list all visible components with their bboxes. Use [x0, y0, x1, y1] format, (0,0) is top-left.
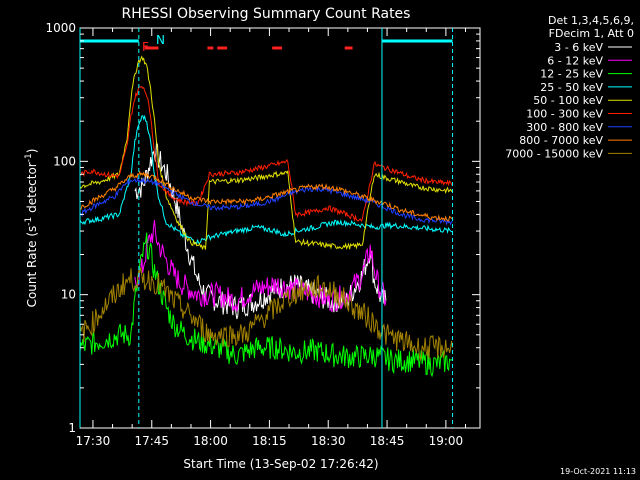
legend-entry: 7000 - 15000 keV [505, 147, 603, 160]
series-layer [79, 55, 453, 378]
y-axis-label-sup2: -1 [24, 153, 34, 162]
y-tick-label: 1 [68, 421, 76, 435]
legend-entry: 100 - 300 keV [526, 108, 603, 121]
legend-entry: 25 - 50 keV [540, 81, 603, 94]
series-line-7 [79, 176, 453, 226]
legend-header: FDecim 1, Att 0 [549, 27, 634, 40]
series-line-8 [79, 170, 453, 222]
legend-header: Det 1,3,4,5,6,9, [548, 14, 634, 27]
x-tick-label: 18:15 [252, 434, 287, 448]
flare-flag: F [142, 40, 149, 54]
y-axis: 1 10 100 1000 [45, 21, 480, 435]
legend-entry: 300 - 800 keV [526, 121, 603, 134]
series-line-9 [79, 267, 453, 362]
series-line-4 [79, 114, 453, 245]
series-line-6 [79, 85, 453, 222]
x-tick-label: 18:30 [311, 434, 346, 448]
series-line-5 [79, 55, 453, 251]
legend-entry: 6 - 12 keV [547, 54, 603, 67]
legend: Det 1,3,4,5,6,9,FDecim 1, Att 03 - 6 keV… [505, 14, 634, 160]
night-flag: N [156, 33, 165, 47]
x-tick-label: 18:45 [370, 434, 405, 448]
x-tick-label: 17:45 [134, 434, 169, 448]
x-axis-label: Start Time (13-Sep-02 17:26:42) [183, 457, 378, 471]
x-tick-label: 18:00 [193, 434, 228, 448]
timestamp: 19-Oct-2021 11:13 [560, 467, 636, 476]
legend-entry: 3 - 6 keV [554, 41, 603, 54]
chart-title: RHESSI Observing Summary Count Rates [122, 6, 411, 22]
x-tick-label: 17:30 [76, 434, 111, 448]
legend-entry: 800 - 7000 keV [519, 134, 603, 147]
legend-entry: 12 - 25 keV [540, 68, 603, 81]
x-axis: 17:30 17:45 18:00 18:15 18:30 18:45 19:00 [76, 28, 466, 448]
series-line-3 [79, 232, 453, 378]
y-axis-label-sup: -1 [24, 217, 34, 226]
x-tick-label: 19:00 [429, 434, 464, 448]
status-markers [79, 28, 454, 428]
y-tick-label: 100 [53, 154, 76, 168]
y-tick-label: 1000 [45, 21, 76, 35]
y-tick-label: 10 [61, 288, 76, 302]
y-axis-label: Count Rate (s-1 detector-1) [24, 149, 39, 308]
y-axis-label-main: Count Rate (s [25, 226, 39, 308]
y-axis-label-end: ) [25, 149, 39, 154]
y-axis-label-mid: detector [25, 162, 39, 217]
legend-entry: 50 - 100 keV [533, 94, 603, 107]
